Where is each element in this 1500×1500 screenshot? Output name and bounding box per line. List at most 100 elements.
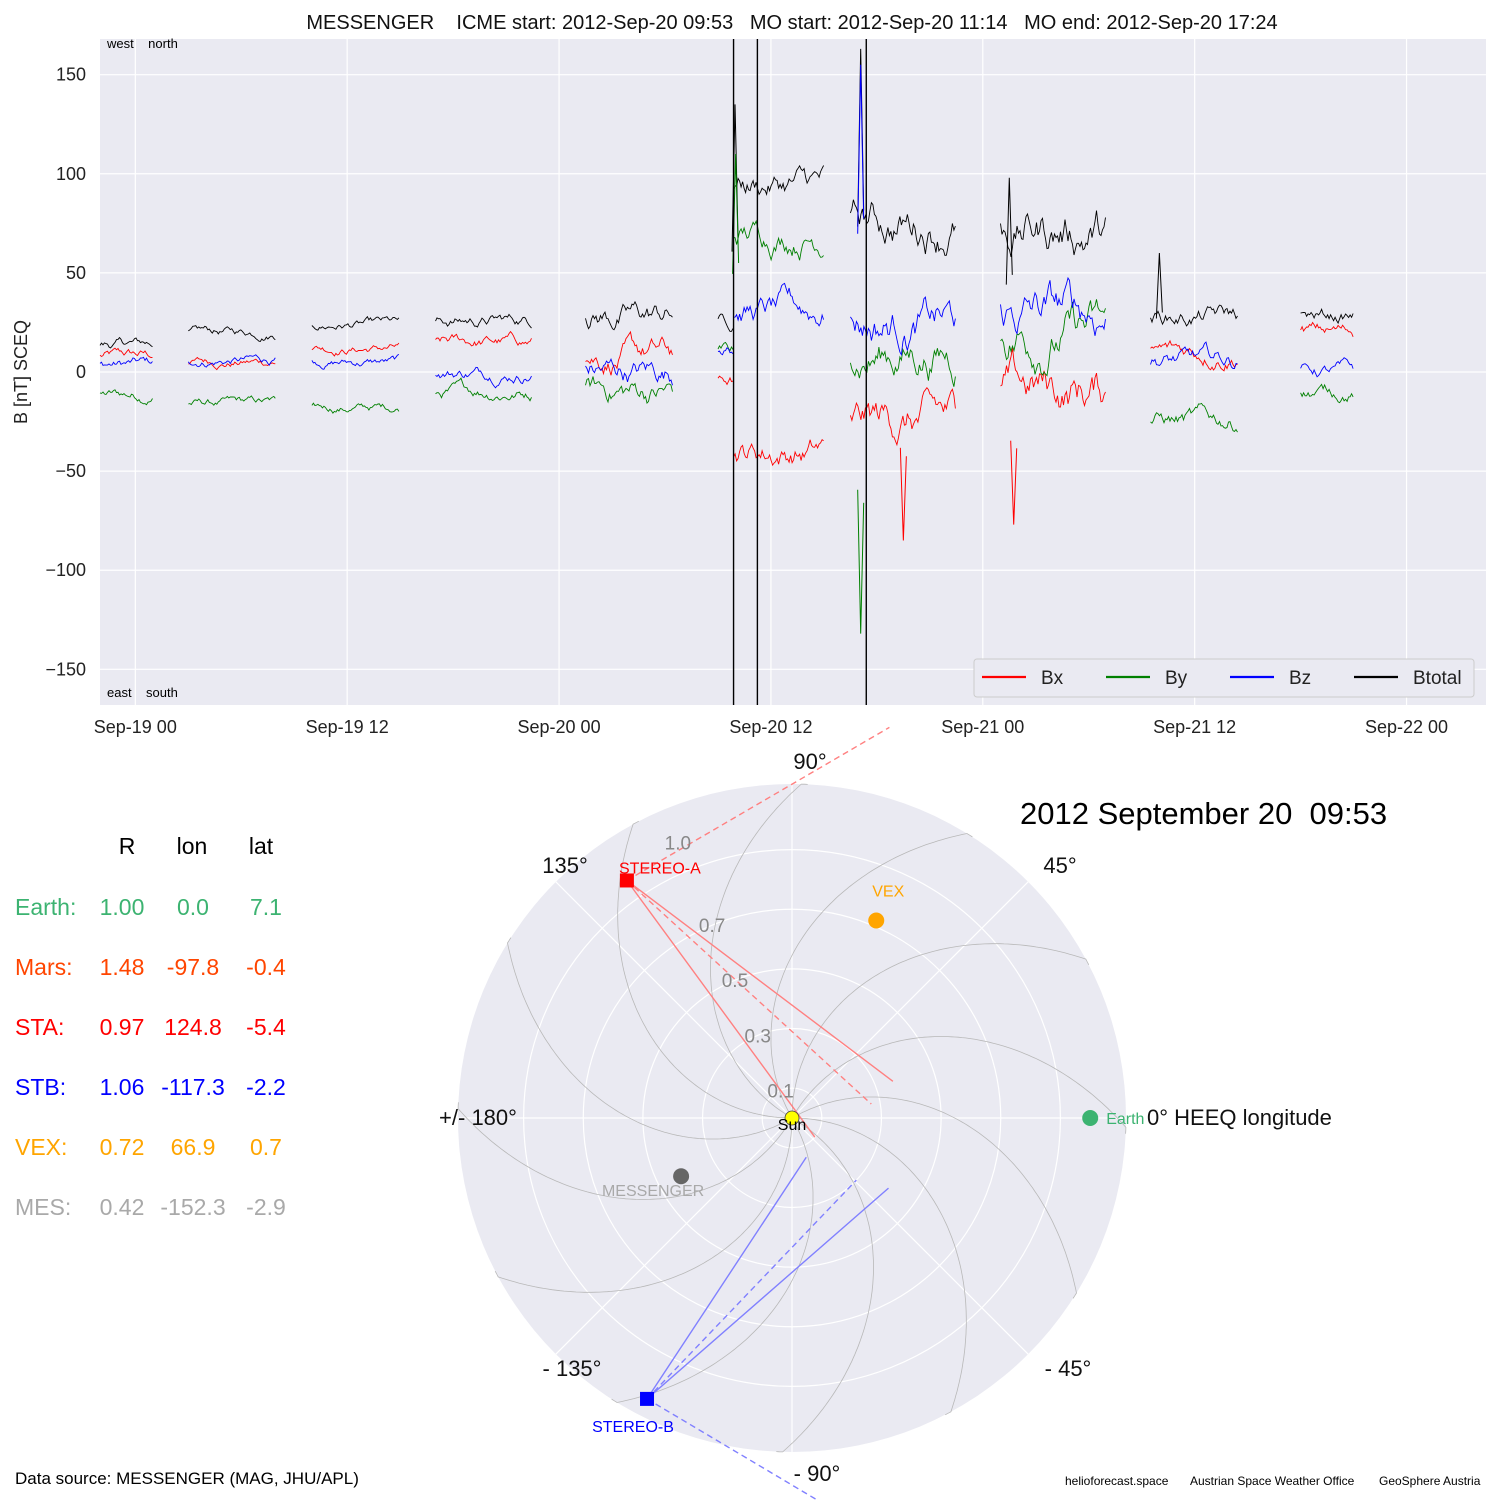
angle-label: - 90°	[794, 1461, 841, 1486]
series-line-by	[188, 395, 276, 406]
field-of-view-lines	[626, 726, 894, 1500]
y-tick-label: −50	[55, 461, 86, 481]
table-row-label: Earth:	[15, 894, 76, 920]
y-tick-label: 150	[56, 65, 86, 85]
series-line-btotal	[188, 325, 276, 343]
series-line-btotal	[311, 315, 400, 331]
fov-line	[626, 880, 816, 1138]
table-cell-r: 0.97	[100, 1014, 145, 1040]
legend-box	[973, 658, 1475, 698]
y-tick-label: 50	[66, 263, 86, 283]
x-tick-label: Sep-20 00	[518, 717, 601, 737]
table-header: lon	[177, 833, 208, 859]
table-cell-lat: -2.9	[246, 1194, 286, 1220]
legend-label-bz: Bz	[1289, 668, 1311, 689]
y-tick-label: 100	[56, 164, 86, 184]
polar-date-title: 2012 September 20 09:53	[1020, 796, 1387, 831]
table-header: lat	[249, 833, 274, 859]
table-cell-lon: 124.8	[164, 1014, 222, 1040]
vex-label: VEX	[872, 884, 904, 901]
series-line-bz	[1000, 276, 1106, 336]
series-line-by	[717, 341, 734, 352]
table-row-label: Mars:	[15, 954, 73, 980]
sun-marker	[784, 1110, 800, 1126]
credit-aswo: Austrian Space Weather Office	[1190, 1474, 1355, 1488]
table-header: R	[119, 833, 136, 859]
angle-label: 45°	[1043, 853, 1076, 878]
series-line-bx	[311, 342, 400, 357]
series-line-bx	[1300, 321, 1354, 337]
angle-label: - 135°	[543, 1356, 602, 1381]
legend: Bx By Bz Btotal	[973, 658, 1475, 698]
series-line-bx	[717, 375, 734, 386]
messenger-label: MESSENGER	[602, 1183, 704, 1200]
plot-grid	[100, 39, 1486, 705]
spike-bx	[899, 447, 907, 541]
corner-label-bottom: east south	[107, 685, 178, 700]
angle-label: - 45°	[1045, 1356, 1092, 1381]
corner-label-top: west north	[106, 36, 178, 51]
legend-label-by: By	[1165, 668, 1188, 689]
table-cell-lon: 0.0	[177, 894, 209, 920]
parker-spirals	[457, 783, 1127, 1453]
x-tick-label: Sep-21 00	[941, 717, 1024, 737]
spiral-line	[770, 833, 973, 1119]
polar-position-plot: 0.1 0.3 0.5 0.7 1.0 0° HEEQ longitude 45° 90° 1…	[439, 726, 1387, 1500]
spoke	[555, 1117, 793, 1355]
fov-line	[626, 879, 872, 1105]
y-tick-label: 0	[76, 362, 86, 382]
fov-line	[626, 726, 890, 882]
series-line-bz	[850, 296, 956, 357]
table-cell-r: 1.06	[100, 1074, 145, 1100]
series-line-bz	[1150, 341, 1238, 369]
spiral-line	[791, 1096, 1077, 1299]
series-line-btotal	[1300, 308, 1354, 325]
series-line-btotal	[1000, 210, 1106, 257]
stereo-a-label: STEREO-A	[619, 860, 701, 877]
fov-line	[646, 1156, 807, 1400]
y-tick-label: −150	[45, 659, 86, 679]
x-tick-label: Sep-19 00	[94, 717, 177, 737]
series-line-btotal	[99, 336, 153, 349]
spiral-line	[792, 1117, 967, 1416]
spiral-line	[494, 1118, 793, 1293]
x-tick-label: Sep-20 12	[729, 717, 812, 737]
table-cell-r: 1.00	[100, 894, 145, 920]
table-cell-lat: 7.1	[250, 894, 282, 920]
ring-label: 0.7	[699, 916, 725, 937]
angle-label: +/- 180°	[439, 1105, 517, 1130]
series-line-bz	[311, 354, 400, 370]
series-line-btotal	[717, 313, 734, 332]
ring-label: 0.5	[722, 971, 748, 992]
fov-line	[646, 1187, 889, 1400]
table-cell-lat: -2.2	[246, 1074, 286, 1100]
table-cell-r: 0.42	[100, 1194, 145, 1220]
spiral-line	[791, 943, 1090, 1118]
table-cell-lat: -0.4	[246, 954, 286, 980]
series-line-btotal	[585, 300, 673, 331]
time-series-title: MESSENGER ICME start: 2012-Sep-20 09:53 …	[306, 12, 1277, 34]
ring-label: 0.1	[767, 1081, 793, 1102]
series-line-bx	[1000, 347, 1106, 408]
series-line-by	[849, 347, 956, 387]
table-cell-lon: 66.9	[171, 1134, 216, 1160]
series-line-bz	[585, 358, 673, 386]
table-cell-r: 0.72	[100, 1134, 145, 1160]
series-line-bz	[717, 347, 734, 356]
y-tick-label: −100	[45, 560, 86, 580]
series-line-btotal	[435, 313, 532, 329]
fov-line	[646, 1179, 857, 1400]
ring-labels: 0.1 0.3 0.5 0.7 1.0	[665, 833, 794, 1102]
table-row-label: VEX:	[15, 1134, 67, 1160]
spoke	[791, 1117, 1029, 1355]
series-line-by	[733, 219, 824, 262]
series-line-by	[435, 377, 532, 402]
spiral-line	[776, 1117, 874, 1453]
table-cell-lon: -117.3	[161, 1074, 225, 1100]
series-line-bx	[435, 330, 532, 347]
spiral-line	[457, 1102, 793, 1200]
series-line-by	[1150, 402, 1238, 433]
series-line-bz	[733, 282, 825, 327]
